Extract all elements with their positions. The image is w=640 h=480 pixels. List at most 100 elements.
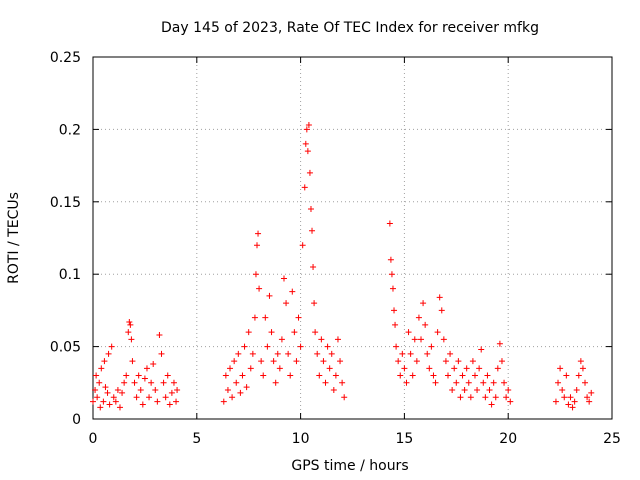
data-point [222, 372, 229, 379]
data-point [245, 329, 252, 336]
data-point [174, 387, 181, 394]
data-point [306, 169, 313, 176]
data-point [391, 307, 398, 314]
plot-frame [92, 56, 613, 420]
data-point [486, 387, 493, 394]
data-point [588, 389, 595, 396]
data-point [478, 346, 485, 353]
x-tick-label: 25 [603, 431, 621, 447]
data-point [405, 329, 412, 336]
data-point [463, 365, 470, 372]
data-point [299, 242, 306, 249]
data-point [552, 398, 559, 405]
data-point [112, 398, 119, 405]
data-point [555, 379, 562, 386]
data-point [264, 343, 271, 350]
data-point [444, 372, 451, 379]
data-point [154, 398, 161, 405]
y-tick-label: 0.15 [50, 195, 81, 211]
data-point [266, 292, 273, 299]
data-point [114, 387, 121, 394]
data-point [105, 350, 112, 357]
data-point [278, 336, 285, 343]
data-point [309, 227, 316, 234]
data-point [453, 379, 460, 386]
data-point [239, 372, 246, 379]
data-point [146, 394, 153, 401]
data-point [237, 389, 244, 396]
data-point [498, 358, 505, 365]
data-point [285, 350, 292, 357]
data-point [283, 300, 290, 307]
data-point [438, 307, 445, 314]
data-point [152, 387, 159, 394]
data-point [258, 358, 265, 365]
data-point [457, 394, 464, 401]
data-point [158, 350, 165, 357]
data-point [559, 387, 566, 394]
data-point [110, 394, 117, 401]
data-point [150, 360, 157, 367]
data-point [274, 350, 281, 357]
data-point [430, 372, 437, 379]
data-point [233, 379, 240, 386]
data-point [490, 379, 497, 386]
data-point [314, 350, 321, 357]
data-point [577, 358, 584, 365]
data-point [227, 365, 234, 372]
data-point [387, 256, 394, 263]
x-tick-label: 0 [89, 431, 98, 447]
y-axis-title: ROTI / TECUs [6, 192, 22, 284]
data-point [160, 379, 167, 386]
data-point [247, 365, 254, 372]
data-point [449, 387, 456, 394]
data-point [428, 343, 435, 350]
data-point [310, 263, 317, 270]
data-point [93, 372, 100, 379]
data-point [492, 394, 499, 401]
data-point [123, 372, 130, 379]
data-point [561, 394, 568, 401]
points-layer [90, 122, 595, 411]
data-point [254, 242, 261, 249]
data-point [280, 275, 287, 282]
data-point [92, 387, 99, 394]
data-point [415, 314, 422, 321]
data-point [268, 329, 275, 336]
data-point [102, 384, 109, 391]
data-point [328, 350, 335, 357]
data-point [94, 394, 101, 401]
data-point [126, 318, 133, 325]
data-point [139, 401, 146, 408]
data-point [141, 375, 148, 382]
data-point [584, 394, 591, 401]
data-point [388, 271, 395, 278]
chart-title: Day 145 of 2023, Rate Of TEC Index for r… [161, 20, 539, 36]
grid-layer [93, 57, 612, 419]
data-point [307, 206, 314, 213]
y-tick-label: 0 [72, 412, 81, 428]
y-tick-label: 0.2 [59, 122, 81, 138]
data-point [220, 398, 227, 405]
data-point [403, 379, 410, 386]
data-point [316, 372, 323, 379]
data-point [156, 332, 163, 339]
data-point [303, 126, 310, 133]
data-point [249, 350, 256, 357]
data-point [162, 394, 169, 401]
data-point [116, 404, 123, 411]
data-point [501, 379, 508, 386]
data-point [301, 184, 308, 191]
data-point [255, 230, 262, 237]
data-point [582, 379, 589, 386]
data-point [455, 358, 462, 365]
data-point [482, 394, 489, 401]
data-point [324, 343, 331, 350]
data-point [127, 321, 134, 328]
data-point [166, 401, 173, 408]
data-point [399, 350, 406, 357]
data-point [289, 288, 296, 295]
data-point [424, 350, 431, 357]
x-tick-label: 20 [499, 431, 517, 447]
